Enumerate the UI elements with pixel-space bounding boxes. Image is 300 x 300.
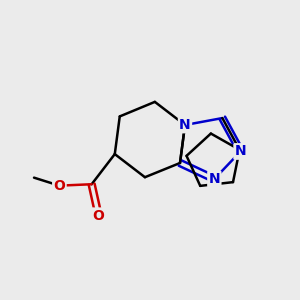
Text: O: O <box>53 178 65 193</box>
Text: N: N <box>235 145 246 158</box>
Text: N: N <box>179 118 191 132</box>
Text: O: O <box>93 209 105 223</box>
Text: N: N <box>208 172 220 186</box>
